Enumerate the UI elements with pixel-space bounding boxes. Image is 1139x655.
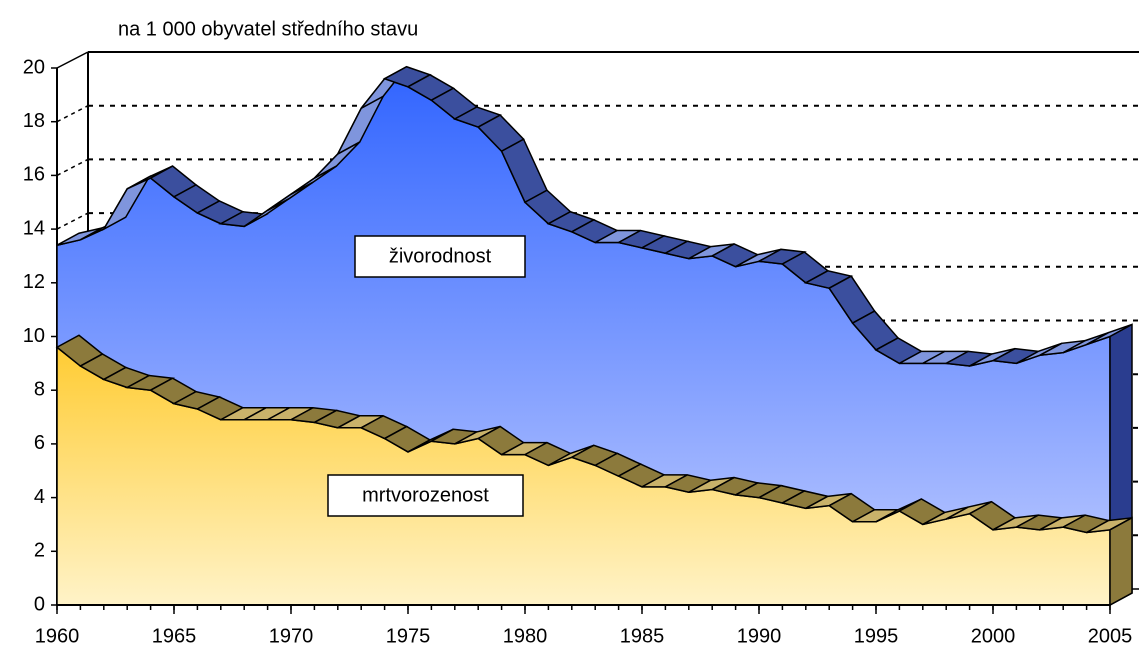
y-tick-label: 0	[34, 593, 45, 615]
x-tick-label: 1960	[35, 625, 80, 647]
depth-line	[56, 105, 89, 123]
series-label: mrtvorozenost	[362, 484, 489, 506]
y-tick-label: 14	[23, 217, 45, 239]
x-tick-label: 1985	[620, 625, 665, 647]
x-tick-label: 2005	[1088, 625, 1133, 647]
y-tick-label: 20	[23, 56, 45, 78]
y-tick-label: 16	[23, 164, 45, 186]
x-tick-label: 1990	[737, 625, 782, 647]
y-tick-label: 2	[34, 540, 45, 562]
depth-line	[56, 212, 89, 230]
y-tick-label: 18	[23, 110, 45, 132]
series-label: živorodnost	[389, 245, 492, 267]
x-tick-label: 1975	[386, 625, 431, 647]
x-tick-label: 1970	[269, 625, 314, 647]
x-tick-label: 1965	[152, 625, 197, 647]
depth-line	[56, 51, 89, 69]
y-tick-label: 8	[34, 378, 45, 400]
end-face	[1109, 516, 1133, 607]
label-box	[327, 474, 524, 517]
subtitle: na 1 000 obyvatel středního stavu	[118, 18, 418, 40]
y-tick-label: 6	[34, 432, 45, 454]
x-tick-label: 1980	[503, 625, 548, 647]
y-tick-label: 10	[23, 325, 45, 347]
label-box	[354, 235, 526, 278]
x-tick-label: 1995	[854, 625, 899, 647]
y-tick-label: 12	[23, 271, 45, 293]
y-tick-label: 4	[34, 486, 45, 508]
x-tick-label: 2000	[971, 625, 1016, 647]
depth-line	[56, 158, 89, 177]
